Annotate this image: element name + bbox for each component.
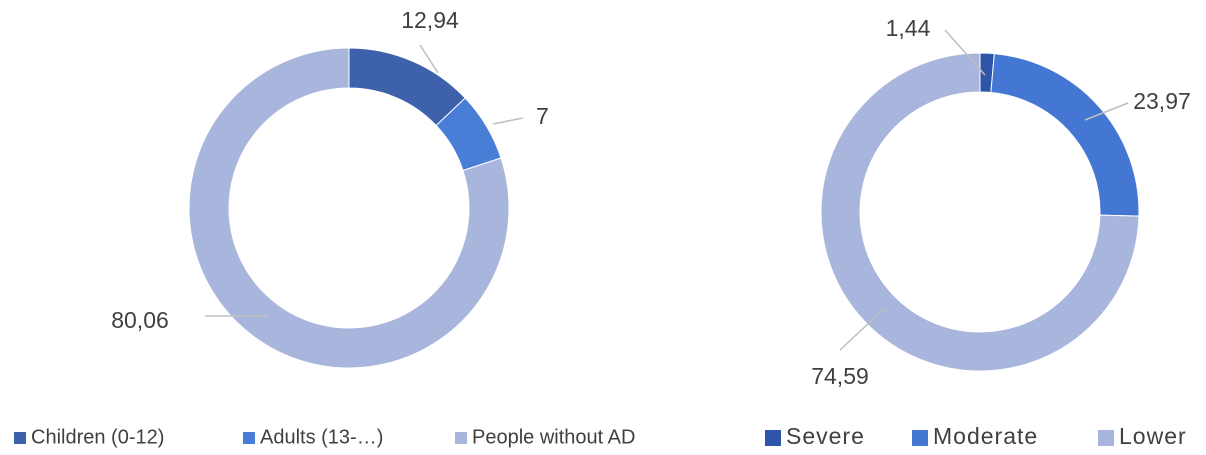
legend-swatch [455, 432, 467, 444]
legend-label: Moderate [933, 423, 1038, 449]
legend-swatch [243, 432, 255, 444]
leader-line [839, 307, 886, 351]
leader-line [419, 44, 439, 74]
leader-line [944, 29, 986, 76]
legend-swatch [1098, 430, 1114, 446]
legend-swatch [14, 432, 26, 444]
data-label: 23,97 [1133, 88, 1191, 114]
legend-label: People without AD [472, 426, 635, 448]
data-label: 80,06 [111, 307, 169, 333]
data-label: 12,94 [401, 7, 459, 33]
donut-segment [188, 47, 510, 369]
leader-line [492, 117, 524, 125]
leader-line [1084, 102, 1129, 121]
donut-segment [820, 52, 1140, 372]
data-label: 7 [536, 103, 549, 129]
data-label: 1,44 [886, 15, 931, 41]
legend-label: Lower [1119, 423, 1187, 449]
legend-label: Adults (13-…) [260, 426, 383, 448]
legend-swatch [912, 430, 928, 446]
legend-label: Severe [786, 423, 865, 449]
legend-swatch [765, 430, 781, 446]
data-label: 74,59 [811, 363, 869, 389]
donut-segment [990, 53, 1140, 217]
legend-label: Children (0-12) [31, 426, 164, 448]
